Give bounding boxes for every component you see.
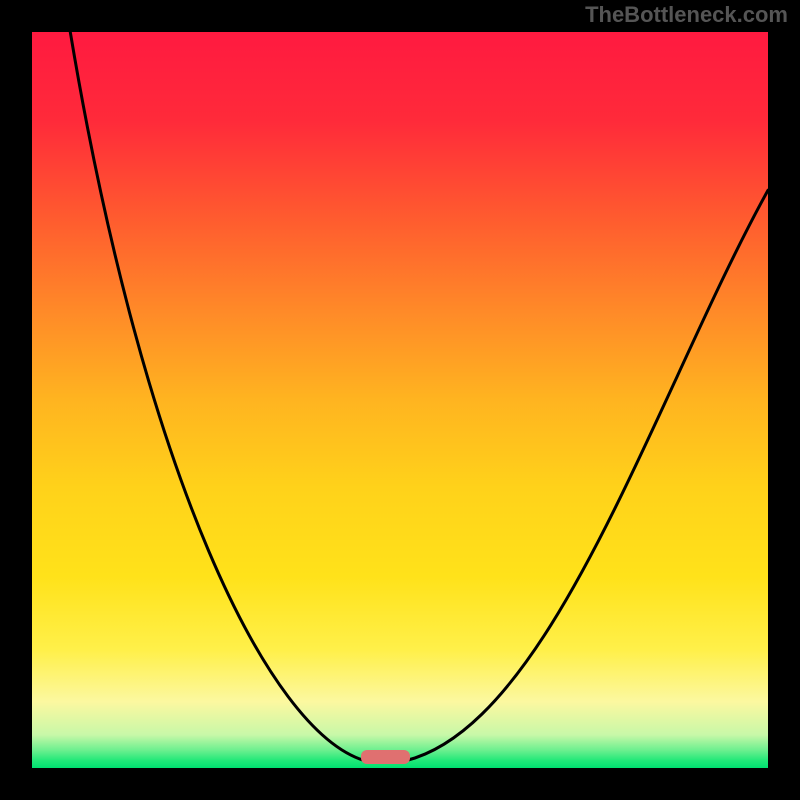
- optimum-marker: [361, 750, 410, 764]
- chart-container: TheBottleneck.com: [0, 0, 800, 800]
- bottleneck-curve: [32, 32, 768, 768]
- plot-area: [32, 32, 768, 768]
- watermark-text: TheBottleneck.com: [585, 2, 788, 28]
